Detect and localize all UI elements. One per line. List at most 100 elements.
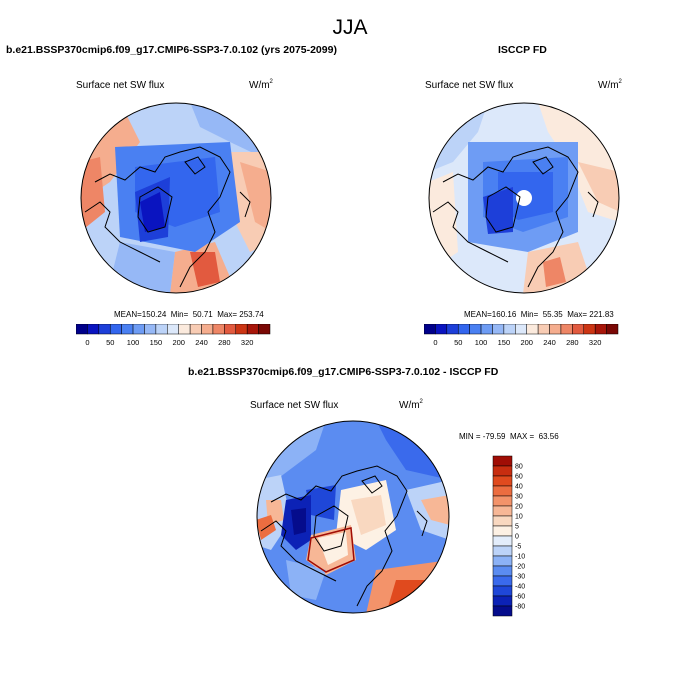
- colorbar-tick-label: 40: [515, 484, 523, 491]
- colorbar-box: [201, 324, 214, 335]
- colorbar-box: [492, 505, 513, 517]
- colorbar-box: [492, 575, 513, 587]
- colorbar-difference: 80 60 40 30 20 10 5 0 -5 -10 -20 -30 -40 -60 -80: [492, 455, 525, 617]
- colorbar-box: [492, 595, 513, 607]
- colorbar-box: [492, 545, 513, 557]
- colorbar-tick-label: 240: [195, 338, 208, 347]
- colorbar-box: [167, 324, 179, 335]
- colorbar-obs: 0 50 100 150 200 240 280 320: [424, 324, 619, 347]
- stat-max-label: Max=: [217, 310, 238, 319]
- stat-max-value: 253.74: [239, 310, 264, 319]
- colorbar-tick-label: 280: [566, 338, 579, 347]
- colorbar-box: [492, 475, 513, 487]
- units-label-obs: W/m2: [598, 79, 622, 91]
- colorbar-box: [155, 324, 168, 335]
- colorbar-tick-label: 50: [454, 338, 462, 347]
- colorbar-tick-label: 320: [241, 338, 254, 347]
- colorbar-box: [212, 324, 225, 335]
- colorbar-box: [492, 605, 513, 617]
- stats-model: MEAN=150.24 Min= 50.71 Max= 253.74: [114, 310, 264, 319]
- colorbar-box: [492, 535, 513, 547]
- colorbar-tick-label: 320: [589, 338, 602, 347]
- panel-title-difference: b.e21.BSSP370cmip6.f09_g17.CMIP6-SSP3-7.…: [188, 366, 499, 378]
- colorbar-tick-label: 200: [172, 338, 185, 347]
- variable-label-obs: Surface net SW flux: [425, 80, 514, 91]
- colorbar-box: [189, 324, 202, 335]
- stat-max-label: MAX =: [509, 432, 535, 441]
- stat-min-label: MIN =: [459, 432, 481, 441]
- stat-max-value: 221.83: [589, 310, 614, 319]
- stat-mean-value: 150.24: [141, 310, 167, 319]
- colorbar-box: [469, 324, 482, 335]
- colorbar-box: [76, 324, 88, 335]
- units-base: W/m: [249, 80, 270, 91]
- colorbar-tick-label: 80: [515, 464, 523, 471]
- colorbar-box: [435, 324, 448, 335]
- panel-title-obs: ISCCP FD: [498, 44, 547, 56]
- colorbar-tick-label: 60: [515, 474, 523, 481]
- colorbar-box: [606, 324, 619, 335]
- colorbar-box: [457, 324, 470, 335]
- colorbar-box: [492, 555, 513, 567]
- units-exponent: 2: [419, 399, 423, 405]
- colorbar-box: [492, 455, 513, 467]
- units-exponent: 2: [618, 79, 622, 85]
- colorbar-box: [492, 324, 505, 335]
- colorbar-box: [144, 324, 157, 335]
- colorbar-tick-label: 0: [85, 338, 89, 347]
- colorbar-tick-label: 5: [515, 524, 519, 531]
- colorbar-box: [446, 324, 459, 335]
- units-base: W/m: [399, 400, 420, 411]
- colorbar-box: [98, 324, 111, 335]
- colorbar-box: [549, 324, 562, 335]
- stat-min-label: Min=: [520, 310, 539, 319]
- colorbar-box: [572, 324, 585, 335]
- colorbar-box: [492, 485, 513, 497]
- colorbar-tick-label: 280: [218, 338, 231, 347]
- colorbar-box: [503, 324, 516, 335]
- colorbar-box: [480, 324, 493, 335]
- colorbar-box: [515, 324, 527, 335]
- colorbar-box: [109, 324, 122, 335]
- colorbar-box: [492, 495, 513, 507]
- colorbar-box: [132, 324, 145, 335]
- colorbar-box: [492, 585, 513, 597]
- colorbar-tick-label: 10: [515, 514, 523, 521]
- polar-map-obs: [428, 102, 620, 294]
- units-label-difference: W/m2: [399, 399, 423, 411]
- colorbar-tick-label: -5: [515, 544, 521, 551]
- colorbar-box: [178, 324, 191, 335]
- colorbar-model: 0 50 100 150 200 240 280 320: [76, 324, 271, 347]
- stat-min-value: 55.35: [542, 310, 563, 319]
- stat-min-label: Min=: [170, 310, 189, 319]
- polar-map-difference: [256, 420, 450, 614]
- stat-mean-label: MEAN=: [114, 310, 142, 319]
- stat-mean-value: 160.16: [491, 310, 517, 319]
- units-label-model: W/m2: [249, 79, 273, 91]
- colorbar-box: [583, 324, 596, 335]
- colorbar-box: [560, 324, 573, 335]
- colorbar-box: [246, 324, 259, 335]
- units-exponent: 2: [269, 79, 273, 85]
- colorbar-tick-label: 150: [150, 338, 163, 347]
- stat-max-value: 63.56: [538, 432, 559, 441]
- colorbar-tick-label: -30: [515, 574, 525, 581]
- units-base: W/m: [598, 80, 619, 91]
- stat-min-value: 50.71: [192, 310, 213, 319]
- variable-label-model: Surface net SW flux: [76, 80, 165, 91]
- colorbar-box: [235, 324, 248, 335]
- colorbar-tick-label: -40: [515, 584, 525, 591]
- colorbar-box: [224, 324, 237, 335]
- colorbar-tick-label: 20: [515, 504, 523, 511]
- polar-map-model: [80, 102, 272, 294]
- colorbar-tick-label: -60: [515, 594, 525, 601]
- colorbar-tick-label: -20: [515, 564, 525, 571]
- colorbar-box: [492, 565, 513, 577]
- colorbar-tick-label: 100: [127, 338, 140, 347]
- colorbar-box: [424, 324, 436, 335]
- colorbar-box: [526, 324, 539, 335]
- colorbar-box: [492, 465, 513, 477]
- colorbar-tick-label: 150: [498, 338, 511, 347]
- variable-label-difference: Surface net SW flux: [250, 400, 339, 411]
- stat-mean-label: MEAN=: [464, 310, 492, 319]
